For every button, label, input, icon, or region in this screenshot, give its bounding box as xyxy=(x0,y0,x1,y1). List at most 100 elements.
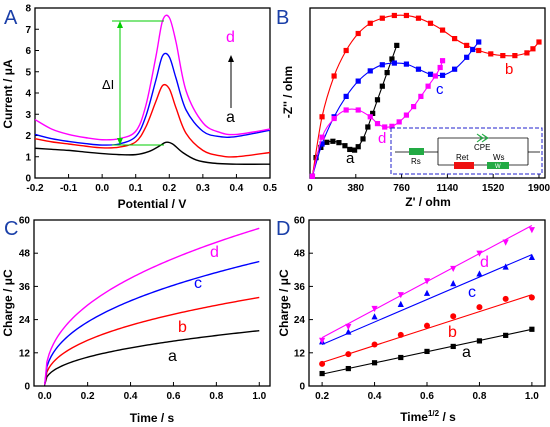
panel-d-xtick-label-2: 0.6 xyxy=(420,391,434,402)
panel-b-series-c-point-13 xyxy=(464,54,470,60)
panel-b-series-d-point-6 xyxy=(374,121,381,127)
panel-d-series-c-point-1 xyxy=(345,328,352,335)
label-w: W xyxy=(495,164,501,170)
panel-b-series-c-line xyxy=(311,41,480,177)
panel-a-ytick-label-1: 1 xyxy=(25,152,31,163)
panel-b-series-b-point-17 xyxy=(512,53,518,59)
panel-a-series-c xyxy=(34,52,271,146)
panel-a-series-b xyxy=(34,83,271,158)
panel-a-xlabel: Potential / V xyxy=(118,197,187,211)
panel-d-series-d-point-0 xyxy=(319,337,326,344)
panel-a-ylabel: Current / μA xyxy=(1,59,15,129)
arrow-label-d: d xyxy=(226,29,235,46)
panel-b-xtick-label-1: 380 xyxy=(347,183,364,194)
panel-d-series-d-point-3 xyxy=(397,292,404,299)
panel-b-label-b: b xyxy=(505,61,513,78)
panel-c-xtick-label-5: 1.0 xyxy=(252,391,266,402)
panel-label-c: C xyxy=(4,218,18,240)
panel-b-series-b-point-14 xyxy=(476,47,482,54)
panel-d-series-d-point-5 xyxy=(450,265,457,273)
panel-b-series-a-point-3 xyxy=(324,139,330,145)
panel-d-series-b-point-5 xyxy=(450,313,457,320)
arrow-label-a: a xyxy=(226,109,235,126)
panel-d-series-c-point-5 xyxy=(450,280,457,287)
panel-c-ytick-label-3: 36 xyxy=(19,282,31,293)
panel-a-xtick-label-1: -0.1 xyxy=(60,183,78,194)
panel-c-ytick-label-5: 60 xyxy=(19,216,31,227)
panel-b-series-d-point-13 xyxy=(425,83,431,89)
panel-c-ytick-label-2: 24 xyxy=(19,315,31,326)
panel-d-series-b-point-2 xyxy=(371,341,378,348)
panel-d-ylabel: Charge / μC xyxy=(277,269,291,337)
panel-c-xtick-label-3: 0.6 xyxy=(167,391,181,402)
panel-d-series-d-point-7 xyxy=(502,239,509,246)
panel-b-series-a-point-17 xyxy=(394,42,400,48)
panel-b-series-c-point-3 xyxy=(343,93,349,99)
panel-b-xtick-label-5: 1900 xyxy=(528,183,550,194)
panel-b-series-b-point-19 xyxy=(530,46,536,52)
panel-d-frame xyxy=(308,219,546,387)
panel-c-ylabel: Charge / μC xyxy=(1,269,15,337)
equivalent-circuit-inset: Rs CPE Ret Ws W xyxy=(390,127,543,175)
panel-d-series-b-point-0 xyxy=(319,360,326,367)
resistor-ret xyxy=(454,162,474,169)
panel-b-xtick-label-4: 1520 xyxy=(482,183,505,194)
panel-b-series-a-point-5 xyxy=(336,140,342,146)
panel-a-ytick-label-4: 4 xyxy=(25,89,31,100)
panel-b-series-b-point-15 xyxy=(488,51,494,57)
panel-b-series-a-point-14 xyxy=(379,83,385,89)
panel-d-series-c-point-7 xyxy=(502,263,509,270)
panel-d-series-c-point-8 xyxy=(528,253,535,260)
panel-d-ytick-label-2: 24 xyxy=(294,315,306,326)
panel-b-xtick-label-3: 1140 xyxy=(437,183,459,194)
cpe-element-2 xyxy=(481,133,489,143)
panel-b-series-b-point-16 xyxy=(500,53,506,59)
panel-b-series-a-point-6 xyxy=(342,143,348,149)
panel-c-label-a: a xyxy=(168,348,177,365)
panel-b-series-d-point-0 xyxy=(309,173,316,179)
panel-b-series-a-point-8 xyxy=(351,147,358,153)
panel-b-series-a-point-12 xyxy=(370,110,376,116)
panel-c-ytick-label-4: 48 xyxy=(19,249,31,260)
panel-b-series-d-point-2 xyxy=(331,115,337,122)
panel-b-series-d-point-5 xyxy=(367,114,373,120)
panel-b-series-d-point-4 xyxy=(355,107,361,113)
panel-d-series-c-point-4 xyxy=(423,289,431,296)
panel-a-series-d xyxy=(34,14,271,141)
panel-d-ytick-label-5: 60 xyxy=(294,216,306,227)
cpe-element xyxy=(476,133,484,143)
label-ws: Ws xyxy=(493,153,505,162)
panel-d-series-c-point-6 xyxy=(476,270,483,277)
panel-b-series-c-point-9 xyxy=(415,66,422,72)
panel-c-series-b xyxy=(44,296,260,385)
panel-d-ytick-label-3: 36 xyxy=(294,282,306,293)
panel-b-series-d-point-15 xyxy=(437,64,443,71)
panel-b-series-d-point-3 xyxy=(343,107,349,113)
panel-d-xtick-label-1: 0.4 xyxy=(368,391,382,402)
panel-d-label-b: b xyxy=(448,324,457,341)
panel-c-ytick-label-1: 12 xyxy=(19,348,31,359)
panel-c-xlabel: Time / s xyxy=(130,411,175,425)
panel-a-xtick-label-2: 0.0 xyxy=(95,183,109,194)
panel-b-series-b-point-11 xyxy=(439,27,446,33)
panel-b-ylabel: -Z'' / ohm xyxy=(281,66,295,118)
panel-b-frame xyxy=(309,7,546,179)
panel-d-series-a-point-4 xyxy=(424,348,430,355)
panel-b-series-c-point-7 xyxy=(391,60,397,66)
panel-b-series-b-point-9 xyxy=(415,15,422,21)
panel-d-xtick-label-0: 0.2 xyxy=(315,391,329,402)
panel-d-series-a-point-2 xyxy=(371,360,378,366)
panel-d-series-d-point-6 xyxy=(476,250,483,257)
panel-c-label-c: c xyxy=(194,275,202,292)
panel-b-series-c-point-6 xyxy=(379,62,385,68)
panel-b-series-a-point-11 xyxy=(365,124,371,130)
panel-b-series-b-point-4 xyxy=(355,30,361,37)
panel-b-series-a-point-15 xyxy=(384,70,390,76)
panel-c-label-d: d xyxy=(210,244,219,261)
panel-d-series-a-point-7 xyxy=(503,332,509,338)
panel-b-series-d-point-9 xyxy=(396,119,402,125)
panel-a-ytick-label-2: 2 xyxy=(25,131,31,142)
panel-label-b: B xyxy=(276,7,289,29)
panel-d-ytick-label-4: 48 xyxy=(294,249,306,260)
delta-i-arrowhead-top xyxy=(117,21,123,28)
